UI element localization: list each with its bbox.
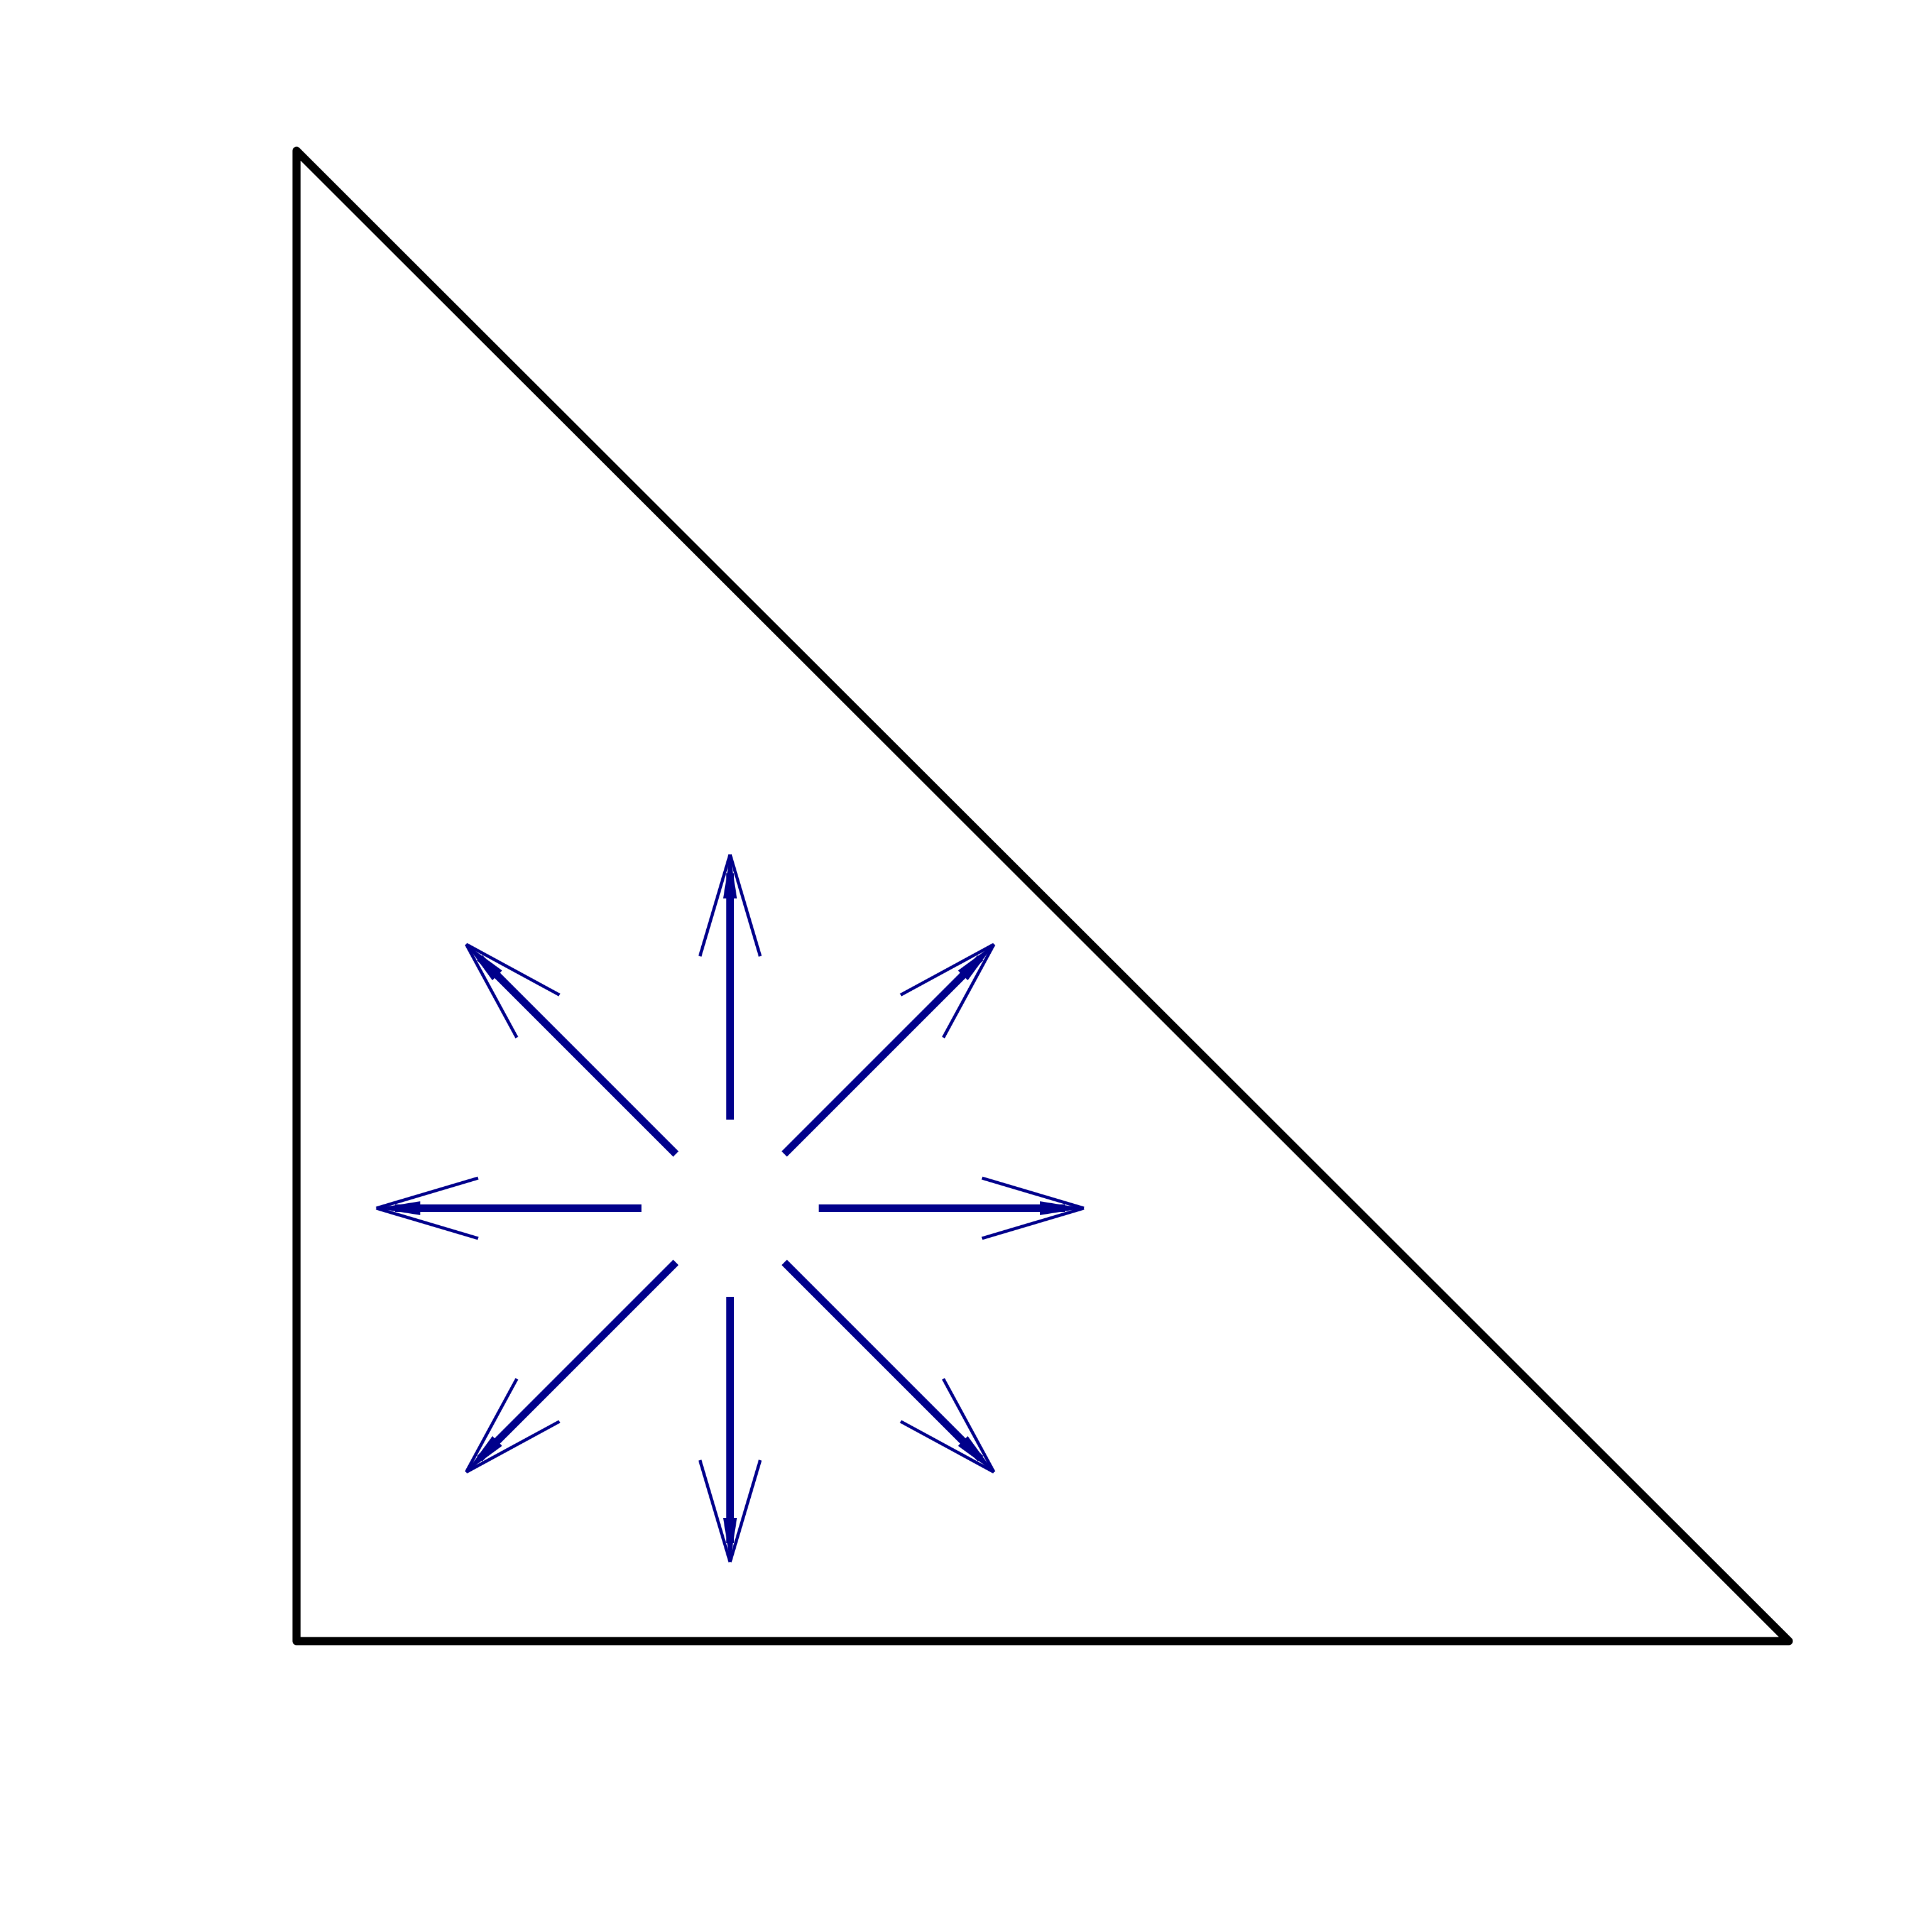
arrow-head <box>958 1436 995 1473</box>
arrow-up-right <box>782 942 996 1157</box>
arrow-barb-left <box>465 942 560 996</box>
arrow-barb-left <box>698 1460 732 1563</box>
arrow-barb-left <box>981 1206 1084 1240</box>
arrow-down <box>698 1297 762 1563</box>
arrow-barb-right <box>942 1378 996 1473</box>
arrow-up-left <box>464 942 679 1157</box>
arrow-head <box>466 944 503 981</box>
arrow-barb-right <box>698 854 732 957</box>
arrow-down-right <box>782 1260 996 1474</box>
arrow-head <box>1040 1201 1084 1215</box>
arrow-barb-right <box>728 1460 762 1563</box>
arrow-barb-left <box>900 1420 995 1474</box>
arrow-head <box>466 1436 503 1473</box>
arrow-barb-right <box>376 1206 479 1240</box>
arrow-left <box>376 1176 641 1240</box>
arrow-head <box>376 1201 420 1215</box>
arrow-head <box>723 1518 737 1562</box>
right-triangle-outline <box>292 146 1793 1645</box>
arrow-barb-right <box>981 1176 1084 1210</box>
arrow-shaft <box>476 1260 679 1462</box>
arrow-barb-right <box>900 942 995 996</box>
arrow-shaft <box>782 1260 984 1462</box>
arrow-right <box>819 1176 1084 1240</box>
arrow-shaft <box>782 954 984 1157</box>
arrow-barb-left <box>942 943 996 1039</box>
arrow-up <box>698 854 762 1120</box>
radial-arrows-group <box>376 854 1084 1563</box>
arrow-barb-left <box>728 854 762 957</box>
arrow-barb-right <box>464 943 518 1039</box>
arrow-barb-left <box>376 1176 479 1210</box>
arrow-barb-left <box>464 1378 518 1473</box>
arrow-head <box>958 944 995 981</box>
arrow-barb-right <box>465 1420 560 1474</box>
arrow-down-left <box>464 1260 679 1474</box>
arrow-shaft <box>476 954 679 1157</box>
arrow-head <box>723 854 737 898</box>
